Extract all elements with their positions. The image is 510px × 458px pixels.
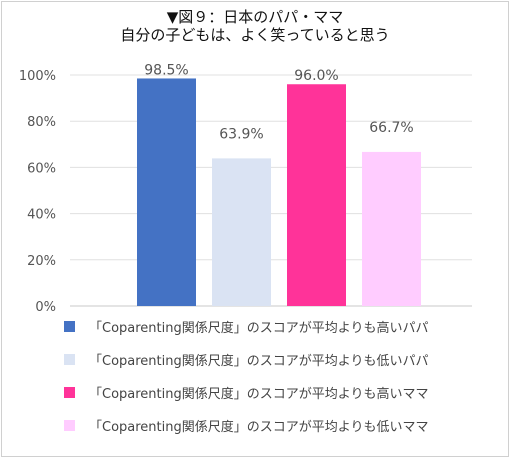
y-tick-label: 60% <box>27 161 56 176</box>
data-label: 66.7% <box>369 120 413 136</box>
legend-item: 「Coparenting関係尺度」のスコアが平均よりも高いママ <box>64 382 504 402</box>
legend-label: 「Coparenting関係尺度」のスコアが平均よりも低いパパ <box>89 353 429 369</box>
legend-swatch <box>64 320 75 332</box>
bars <box>137 78 421 307</box>
y-tick-label: 0% <box>35 300 56 315</box>
legend-swatch <box>64 353 75 365</box>
data-label: 63.9% <box>219 126 263 142</box>
y-tick-label: 20% <box>27 254 56 269</box>
legend-item: 「Coparenting関係尺度」のスコアが平均よりも低いパパ <box>64 349 504 369</box>
bar <box>362 151 421 306</box>
legend-label: 「Coparenting関係尺度」のスコアが平均よりも高いパパ <box>89 320 429 336</box>
y-tick-label: 100% <box>19 69 56 84</box>
y-tick-label: 80% <box>27 115 56 130</box>
y-tick-label: 40% <box>27 208 56 223</box>
chart-title-line1: ▼図９：日本のパパ・ママ <box>166 8 344 26</box>
y-axis: 0% 20% 40% 60% 80% 100% <box>19 69 56 315</box>
chart-title-line2: 自分の子どもは、よく笑っていると思う <box>120 26 390 44</box>
data-label: 96.0% <box>294 68 338 84</box>
bar <box>212 158 271 306</box>
bar <box>137 78 196 306</box>
legend-label: 「Coparenting関係尺度」のスコアが平均よりも高いママ <box>89 386 429 402</box>
legend-swatch <box>64 419 75 431</box>
legend-item: 「Coparenting関係尺度」のスコアが平均よりも高いパパ <box>64 316 504 336</box>
data-labels: 98.5% 63.9% 96.0% 66.7% <box>144 62 413 142</box>
legend-item: 「Coparenting関係尺度」のスコアが平均よりも低いママ <box>64 415 504 435</box>
legend-label: 「Coparenting関係尺度」のスコアが平均よりも低いママ <box>89 419 429 435</box>
legend-swatch <box>64 386 75 398</box>
bar <box>287 84 346 307</box>
data-label: 98.5% <box>144 62 188 78</box>
